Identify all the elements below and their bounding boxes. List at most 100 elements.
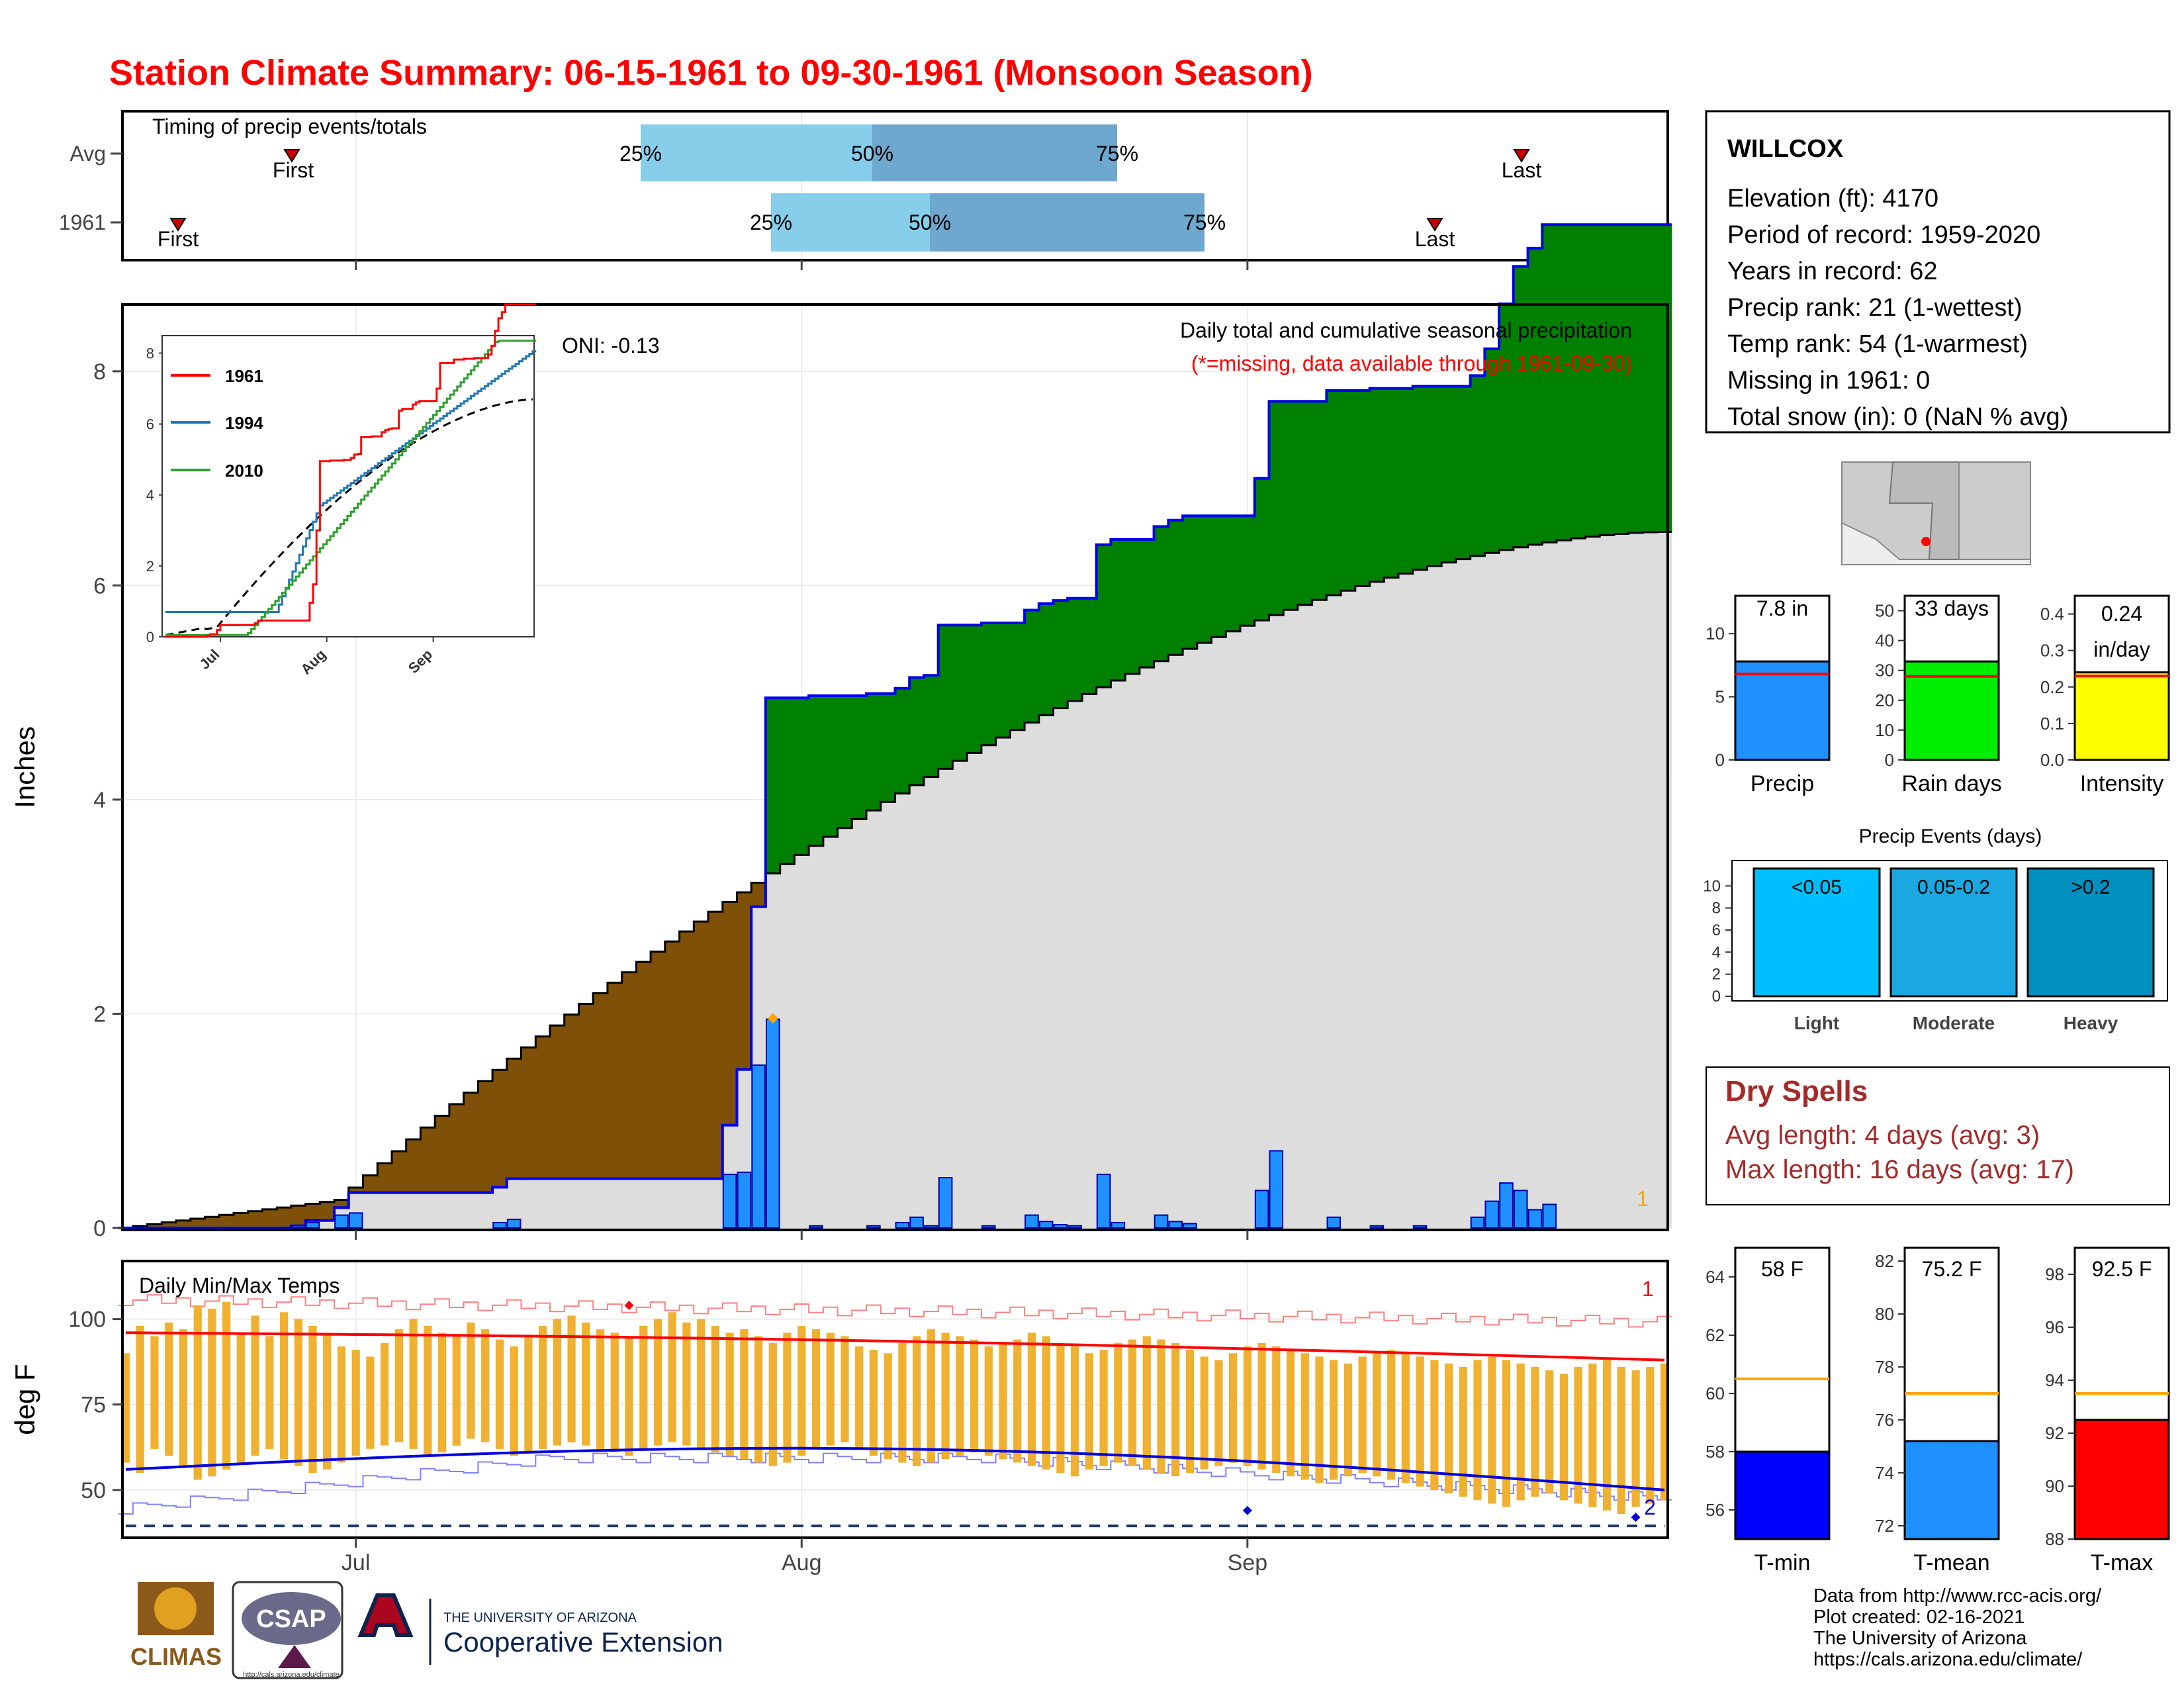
events-range-light: <0.05 <box>1792 876 1842 898</box>
cumulative-diff-band <box>234 1213 249 1228</box>
cumulative-diff-band <box>1455 386 1471 559</box>
avg-first-label: First <box>273 158 314 182</box>
daily-precip-bar <box>492 1221 507 1229</box>
dry-spells-frame <box>1706 1066 2170 1205</box>
rain-days-value: 33 days <box>1915 596 1989 620</box>
daily-temp-bar <box>394 1329 403 1442</box>
events-title: Precip Events (days) <box>1859 825 2042 847</box>
ua-cooperative-extension-logo: THE UNIVERSITY OF ARIZONA Cooperative Ex… <box>357 1593 723 1665</box>
cumulative-diff-band <box>1600 224 1615 536</box>
rain-days-y-tick-label: 0 <box>1885 750 1894 770</box>
cumulative-diff-band <box>262 1209 277 1228</box>
record-low-line <box>118 1452 1672 1515</box>
cumulative-diff-band <box>1585 224 1600 537</box>
daily-temp-bar <box>1243 1346 1251 1466</box>
temp-title: Daily Min/Max Temps <box>139 1274 340 1297</box>
daily-precip-bar <box>866 1225 881 1229</box>
cumulative-diff-band <box>679 931 694 1179</box>
daily-precip-bar <box>334 1214 349 1229</box>
cumulative-diff-band <box>1484 348 1500 553</box>
daily-precip-bar <box>895 1221 910 1229</box>
daily-temp-bar <box>467 1322 475 1439</box>
daily-precip-bar <box>1542 1203 1557 1229</box>
daily-temp-bar <box>179 1329 187 1466</box>
daily-precip-bar <box>1484 1200 1500 1229</box>
tmax-missing-count: 1 <box>1642 1277 1654 1301</box>
csap-logo-text: CSAP <box>256 1605 326 1633</box>
climas-logo-text: CLIMAS <box>130 1643 222 1670</box>
intensity-bar-fill <box>2073 671 2170 761</box>
tmin-missing-count: 2 <box>1644 1495 1656 1519</box>
precip-y-tick-label: 0 <box>1715 750 1725 770</box>
oni-value: ONI: -0.13 <box>562 334 660 357</box>
cumulative-diff-band <box>1111 539 1126 680</box>
summary-bars: 0 5 10 Precip 7.8 in 0 10 20 30 40 50 Rain days 33 d… <box>1706 594 2170 796</box>
precip-caption: Daily total and cumulative seasonal prec… <box>1180 318 1632 342</box>
ua-logo-small-text: THE UNIVERSITY OF ARIZONA <box>443 1611 637 1625</box>
avg-q75-label: 75% <box>1096 142 1138 165</box>
cumulative-diff-band <box>377 1163 392 1193</box>
cumulative-diff-band <box>1657 224 1672 532</box>
cumulative-diff-band <box>320 1201 335 1221</box>
precip-y-tick-label: 10 <box>1706 624 1725 643</box>
precip-events: Precip Events (days) 0 2 4 6 8 10 <0.05 Light 0.… <box>1703 825 2168 1033</box>
daily-temp-bar <box>1287 1350 1295 1477</box>
cumulative-diff-band <box>219 1215 234 1228</box>
inset-avg-line <box>165 398 533 636</box>
daily-temp-bar <box>1445 1363 1453 1494</box>
temp-y-axis: 50 75 100 <box>68 1307 122 1503</box>
daily-temp-bar <box>524 1336 533 1453</box>
avg-q50-q75-bar <box>872 124 1117 181</box>
cumulative-diff-band <box>521 1047 536 1179</box>
tmin-y-tick-label: 56 <box>1706 1500 1725 1520</box>
avg-cumulative-area <box>118 532 1672 1228</box>
cumulative-diff-band <box>506 1058 522 1179</box>
daily-temp-bar <box>1531 1366 1539 1497</box>
cumulative-diff-band <box>924 675 939 777</box>
daily-temp-bar <box>984 1346 993 1456</box>
cumulative-diff-band <box>1570 224 1586 539</box>
events-y-tick-label: 4 <box>1712 943 1721 961</box>
avg-tmin-line <box>125 1446 1665 1491</box>
daily-temp-bar <box>639 1326 648 1449</box>
cumulative-diff-band <box>1341 391 1356 591</box>
daily-precip-bar <box>1068 1225 1082 1229</box>
daily-temp-bar <box>193 1305 202 1480</box>
daily-temp-bar <box>409 1319 418 1449</box>
year-last-marker <box>1426 218 1443 232</box>
avg-tmax-line <box>125 1331 1665 1362</box>
events-y-tick-label: 2 <box>1712 966 1721 984</box>
cumulative-diff-band <box>1499 304 1514 550</box>
tmin-bar-fill <box>1734 1450 1831 1540</box>
daily-precip-bar <box>909 1216 924 1229</box>
daily-precip-bar <box>1096 1174 1111 1229</box>
cumulative-diff-band <box>363 1175 378 1193</box>
cumulative-diff-band <box>1643 224 1658 532</box>
cumulative-diff-band <box>981 623 997 745</box>
daily-temp-bar <box>1603 1360 1612 1511</box>
credit-data-source: Data from http://www.rcc-acis.org/ <box>1813 1585 2102 1607</box>
daily-temp-bar <box>826 1333 835 1446</box>
cumulative-diff-band <box>852 696 867 820</box>
tmean-value: 75.2 F <box>1922 1257 1982 1281</box>
cumulative-diff-band <box>722 902 738 1125</box>
daily-precip-bar <box>291 1225 306 1229</box>
precip-y-label: Inches <box>9 726 40 808</box>
tmax-y-tick-label: 92 <box>2045 1423 2064 1443</box>
daily-temp-bar <box>1373 1353 1381 1477</box>
daily-temp-bar <box>1142 1336 1151 1470</box>
avg-last-marker <box>1513 149 1530 163</box>
precip-missing-count: 1 <box>1637 1187 1649 1211</box>
daily-precip-bar <box>1412 1225 1428 1229</box>
cumulative-diff-band <box>765 698 781 874</box>
cumulative-diff-band <box>1183 516 1198 649</box>
cumulative-diff-band <box>578 1004 594 1179</box>
daily-temp-bar <box>740 1329 749 1460</box>
max-precip-marker <box>767 1013 778 1024</box>
credit-plot-date: Plot created: 02-16-2021 <box>1813 1607 2025 1628</box>
cumulative-diff-band <box>880 693 896 802</box>
x-tick-label-jul: Jul <box>341 1550 370 1575</box>
daily-temp-bar <box>855 1346 864 1449</box>
daily-temp-bar <box>1272 1346 1281 1473</box>
daily-precip-bar <box>737 1171 752 1229</box>
